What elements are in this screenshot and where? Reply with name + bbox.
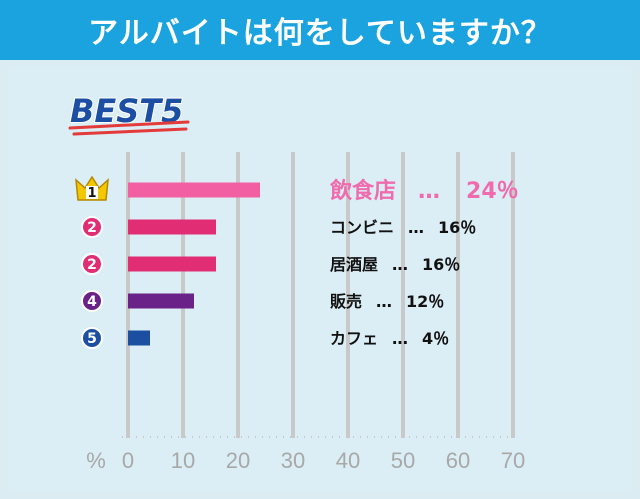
category-name: カフェ [330, 329, 378, 348]
value-label: 4％ [422, 329, 449, 348]
crown-icon: 1 [75, 175, 109, 201]
axis-unit-label: % [86, 448, 106, 473]
category-name: 飲食店 [329, 178, 396, 204]
separator: … [392, 255, 408, 274]
bar-labels: 飲食店 … 24％ コンビニ … 16％ 居酒屋 … 16％ 販売 … 12％ カフェ … 4％ [329, 178, 519, 348]
bar [128, 256, 216, 272]
x-tick-label: 0 [122, 448, 134, 473]
ranking-bar-chart: BEST5 1 2 2 4 5 飲食店 … 24％ コンビニ … 16％ 居酒屋 … 16％ 販売 … 12％… [68, 91, 525, 473]
best5-badge: BEST5 [68, 91, 190, 136]
rank-number: 5 [87, 331, 97, 347]
bar [128, 330, 150, 346]
category-name: 居酒屋 [330, 255, 378, 274]
rank-circle-icon: 2 [81, 253, 103, 275]
value-label: 16％ [422, 255, 460, 274]
rank-number: 2 [87, 220, 97, 236]
category-name: 販売 [330, 292, 362, 311]
value-label: 16％ [438, 218, 476, 237]
rank-icons: 1 2 2 4 5 [75, 175, 109, 349]
bar [128, 219, 216, 235]
value-label: 12％ [406, 292, 444, 311]
x-tick-label: 40 [336, 448, 360, 473]
bar [128, 182, 260, 198]
x-tick-label: 50 [391, 448, 415, 473]
x-tick-label: 20 [226, 448, 250, 473]
x-axis-ticks: % 0 10 20 30 40 50 60 70 [86, 448, 525, 473]
page-title: アルバイトは何をしていますか？ [0, 0, 640, 60]
x-tick-label: 70 [501, 448, 525, 473]
rank-circle-icon: 2 [81, 216, 103, 238]
bar-label: 販売 … 12％ [330, 292, 444, 311]
bar-label: 飲食店 … 24％ [329, 178, 519, 204]
bars [128, 182, 260, 346]
bar [128, 293, 194, 309]
separator: … [392, 329, 408, 348]
title-text: アルバイトは何をしていますか？ [88, 16, 552, 51]
separator: … [408, 218, 424, 237]
best5-underline [68, 120, 190, 136]
bar-label: 居酒屋 … 16％ [330, 255, 460, 274]
category-name: コンビニ [330, 218, 394, 237]
rank-number: 1 [87, 186, 96, 201]
separator: … [376, 292, 392, 311]
rank-number: 2 [87, 257, 97, 273]
x-tick-label: 60 [446, 448, 470, 473]
bar-label: コンビニ … 16％ [330, 218, 476, 237]
rank-circle-icon: 5 [81, 327, 103, 349]
chart-panel: BEST5 1 2 2 4 5 飲食店 … 24％ コンビニ … 16％ 居酒屋 … 16％ 販売 … 12％… [8, 66, 632, 492]
x-tick-label: 10 [171, 448, 195, 473]
separator: … [418, 179, 440, 204]
grid-lines [122, 152, 519, 438]
x-tick-label: 30 [281, 448, 305, 473]
value-label: 24％ [466, 179, 519, 204]
rank-circle-icon: 4 [81, 290, 103, 312]
rank-number: 4 [87, 294, 97, 310]
bar-label: カフェ … 4％ [330, 329, 449, 348]
